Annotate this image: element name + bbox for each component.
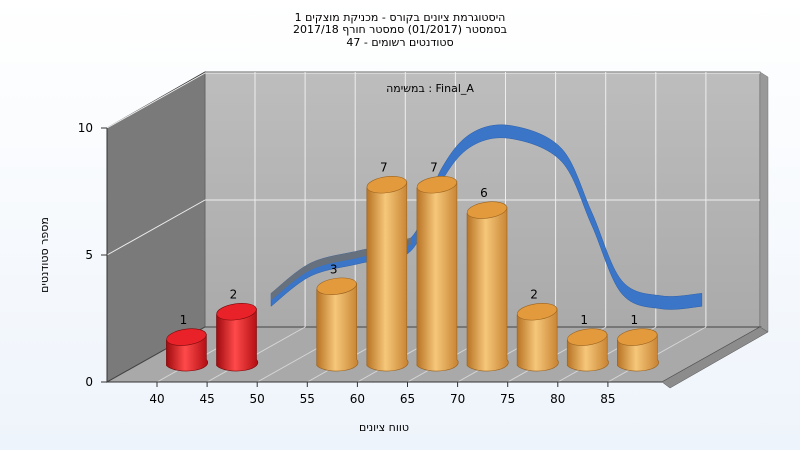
histogram-bar bbox=[216, 303, 259, 372]
floor-edge bbox=[661, 326, 769, 389]
bar-top bbox=[416, 176, 458, 194]
bar-value-label: 2 bbox=[530, 288, 538, 302]
x-tick-label: 60 bbox=[350, 392, 365, 406]
x-tick-label: 85 bbox=[600, 392, 615, 406]
side-gridline bbox=[106, 199, 206, 256]
histogram-bar bbox=[166, 328, 209, 372]
bar-top bbox=[316, 277, 357, 295]
bar-top bbox=[567, 328, 608, 346]
bar-body bbox=[316, 282, 359, 372]
y-tick-label: 10 bbox=[78, 121, 93, 135]
bar-top bbox=[466, 201, 508, 219]
histogram-bar bbox=[316, 277, 359, 372]
bar-top bbox=[166, 328, 207, 346]
bar-value-label: 1 bbox=[580, 313, 588, 327]
histogram-bar bbox=[366, 176, 409, 372]
histogram-bar bbox=[566, 328, 609, 372]
bar-value-label: 1 bbox=[180, 313, 188, 327]
x-tick-label: 80 bbox=[550, 392, 565, 406]
bar-value-label: 3 bbox=[330, 262, 338, 276]
chart-title-line-3: סטודנטים רשומים - 47 bbox=[346, 36, 454, 49]
chart-title-line-2: בסמסטר (01/2017) סמסטר חורף 2017/18 bbox=[293, 23, 507, 36]
bar-top bbox=[366, 176, 407, 194]
right-wall-edge bbox=[759, 71, 769, 333]
x-tick-label: 75 bbox=[500, 392, 515, 406]
bar-value-label: 6 bbox=[480, 186, 488, 200]
x-tick-label: 40 bbox=[149, 392, 164, 406]
bar-body bbox=[466, 206, 509, 372]
bar-body bbox=[516, 308, 559, 372]
y-tick-label: 5 bbox=[85, 248, 93, 262]
bar-value-label: 7 bbox=[430, 161, 438, 175]
bars bbox=[166, 176, 659, 372]
bar-top bbox=[216, 303, 257, 321]
bar-value-label: 7 bbox=[380, 161, 388, 175]
x-tick-label: 45 bbox=[199, 392, 214, 406]
histogram-bar bbox=[466, 201, 509, 372]
x-tick-label: 50 bbox=[250, 392, 265, 406]
y-axis-title: מספר סטודנטים bbox=[38, 217, 51, 293]
bar-value-label: 1 bbox=[630, 313, 638, 327]
bar-top bbox=[617, 328, 658, 346]
histogram-bar bbox=[416, 176, 459, 372]
chart-title-line-1: היסטוגרמת ציונים בקורס - מכניקת מוצקים 1 bbox=[294, 11, 506, 24]
y-tick-label: 0 bbox=[85, 375, 93, 389]
axes: 0 5 10 40 45 50 55 60 65 70 75 80 85 bbox=[78, 121, 662, 406]
histogram-bar bbox=[516, 303, 559, 372]
bar-labels: 1 2 3 7 7 6 2 1 1 bbox=[180, 161, 639, 327]
x-tick-label: 70 bbox=[450, 392, 465, 406]
bar-body bbox=[366, 181, 409, 372]
bar-body bbox=[216, 308, 259, 372]
chart-subtitle: במשימה : Final_A bbox=[386, 82, 474, 95]
bar-value-label: 2 bbox=[230, 288, 238, 302]
x-tick-label: 55 bbox=[300, 392, 315, 406]
side-gridline bbox=[106, 72, 206, 129]
bar-body bbox=[416, 181, 459, 372]
histogram-bar bbox=[617, 328, 659, 372]
x-axis-title: טווח ציונים bbox=[359, 421, 409, 434]
x-tick-label: 65 bbox=[400, 392, 415, 406]
bar-top bbox=[516, 303, 558, 321]
